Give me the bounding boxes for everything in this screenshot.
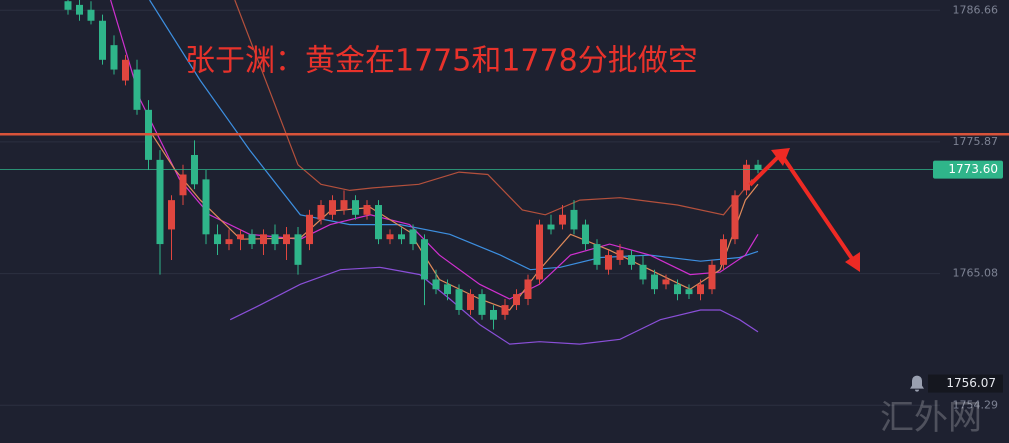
- candle-body: [225, 239, 233, 245]
- last-price-label: 1773.60: [948, 162, 998, 176]
- candle-body: [720, 239, 727, 265]
- candle-body: [76, 4, 83, 15]
- indicator-line: [110, 0, 759, 300]
- indicator-line: [149, 0, 759, 271]
- watermark: 汇外网: [880, 398, 982, 438]
- candle-body: [743, 164, 750, 191]
- candle-body: [122, 59, 129, 81]
- candle-body: [651, 274, 658, 290]
- candle-body: [616, 250, 624, 260]
- candle-body: [455, 289, 463, 310]
- candle-body: [283, 234, 290, 245]
- y-tick-label: 1765.08: [953, 267, 999, 280]
- y-tick-label: 1775.87: [953, 135, 999, 148]
- candle-body: [536, 224, 543, 280]
- annotation: 张于渊：黄金在1775和1778分批做空: [185, 44, 698, 79]
- candle-body: [409, 229, 417, 245]
- candle-body: [467, 294, 474, 310]
- candle-body: [202, 179, 210, 235]
- candle-body: [110, 45, 118, 70]
- alert-label: 1756.07: [946, 376, 996, 390]
- candle-body: [340, 200, 348, 210]
- bell-icon: [910, 375, 924, 392]
- candle-body: [570, 209, 578, 230]
- alert-tag: [928, 374, 1003, 393]
- candle-body: [685, 289, 693, 295]
- candle-body: [271, 234, 279, 245]
- candle-body: [421, 239, 428, 280]
- candle-body: [260, 234, 267, 245]
- candle-body: [398, 234, 405, 240]
- candle-body: [559, 214, 566, 225]
- candle-body: [754, 164, 762, 170]
- candle-body: [375, 205, 382, 240]
- y-tick-label: 1754.29: [953, 398, 999, 411]
- candle-body: [352, 200, 359, 215]
- candle-body: [628, 255, 635, 265]
- candle-body: [593, 244, 601, 265]
- candle-body: [444, 284, 451, 295]
- candle-body: [214, 234, 221, 245]
- candle-body: [329, 200, 336, 215]
- candle-body: [363, 205, 371, 215]
- indicator-line: [234, 0, 753, 216]
- candle-body: [306, 214, 313, 245]
- candle-body: [547, 224, 555, 230]
- y-tick-label: 1786.66: [953, 3, 999, 16]
- candle-body: [294, 234, 302, 265]
- candle-body: [386, 234, 394, 240]
- arrow: [748, 148, 860, 272]
- candle-body: [317, 205, 325, 220]
- candle-body: [432, 279, 440, 290]
- candle-body: [179, 174, 187, 196]
- last-price-tag: [933, 160, 1003, 179]
- candle-body: [731, 195, 739, 240]
- candle-body: [524, 279, 532, 299]
- candle-body: [513, 294, 520, 306]
- candle-body: [478, 294, 486, 315]
- candle-body: [639, 264, 647, 280]
- candle-body: [99, 20, 106, 60]
- candle-body: [605, 255, 612, 270]
- indicator-line: [229, 266, 759, 345]
- candle-body: [662, 279, 670, 285]
- candle-body: [708, 264, 716, 290]
- candle-body: [697, 284, 704, 295]
- candle-body: [582, 224, 589, 245]
- candle-body: [64, 1, 72, 10]
- candle-body: [674, 284, 681, 295]
- candle-body: [501, 305, 509, 315]
- alert-bell: [910, 375, 924, 392]
- candle-body: [156, 159, 164, 245]
- candle-body: [168, 200, 175, 230]
- candle-body: [248, 234, 256, 245]
- candle-body: [133, 69, 141, 110]
- candle-body: [87, 9, 95, 21]
- candle-body: [490, 309, 497, 320]
- candle-body: [237, 234, 244, 240]
